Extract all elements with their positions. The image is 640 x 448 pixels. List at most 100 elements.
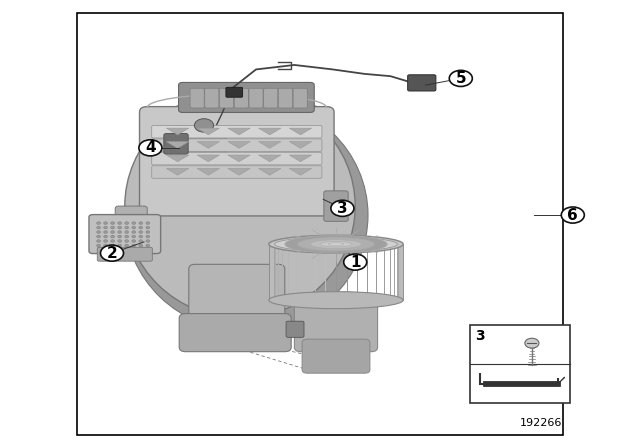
FancyBboxPatch shape — [294, 293, 378, 352]
Ellipse shape — [269, 235, 403, 253]
FancyBboxPatch shape — [324, 191, 348, 221]
Circle shape — [139, 235, 143, 238]
FancyBboxPatch shape — [152, 166, 322, 178]
Polygon shape — [259, 128, 281, 135]
Circle shape — [561, 207, 584, 223]
FancyBboxPatch shape — [179, 314, 291, 352]
Polygon shape — [289, 168, 312, 175]
FancyBboxPatch shape — [205, 88, 219, 108]
Circle shape — [104, 244, 108, 247]
Circle shape — [132, 231, 136, 233]
Circle shape — [104, 222, 108, 224]
Circle shape — [97, 226, 100, 229]
Circle shape — [195, 119, 214, 132]
FancyBboxPatch shape — [234, 88, 248, 108]
FancyBboxPatch shape — [152, 139, 322, 151]
FancyBboxPatch shape — [293, 88, 307, 108]
Circle shape — [125, 235, 129, 238]
Circle shape — [125, 226, 129, 229]
Circle shape — [111, 231, 115, 233]
Polygon shape — [259, 142, 281, 148]
Text: 5: 5 — [456, 71, 466, 86]
Circle shape — [125, 231, 129, 233]
FancyBboxPatch shape — [168, 126, 226, 160]
Text: 2: 2 — [107, 246, 117, 261]
FancyBboxPatch shape — [89, 215, 161, 254]
FancyBboxPatch shape — [278, 88, 292, 108]
Polygon shape — [166, 155, 189, 162]
Circle shape — [118, 222, 122, 224]
Circle shape — [111, 235, 115, 238]
Circle shape — [104, 240, 108, 242]
Ellipse shape — [125, 94, 355, 318]
Polygon shape — [228, 142, 250, 148]
Circle shape — [111, 244, 115, 247]
FancyBboxPatch shape — [140, 107, 334, 216]
Polygon shape — [197, 168, 220, 175]
Circle shape — [132, 222, 136, 224]
FancyBboxPatch shape — [408, 75, 436, 91]
Circle shape — [97, 244, 100, 247]
Text: 3: 3 — [476, 329, 485, 343]
Circle shape — [125, 244, 129, 247]
Polygon shape — [228, 168, 250, 175]
Circle shape — [97, 231, 100, 233]
Circle shape — [146, 231, 150, 233]
Ellipse shape — [163, 94, 330, 148]
Circle shape — [104, 226, 108, 229]
Circle shape — [118, 244, 122, 247]
Circle shape — [97, 240, 100, 242]
Circle shape — [331, 200, 354, 216]
Circle shape — [118, 226, 122, 229]
Circle shape — [111, 226, 115, 229]
Circle shape — [139, 222, 143, 224]
Circle shape — [146, 226, 150, 229]
Circle shape — [139, 140, 162, 156]
FancyBboxPatch shape — [97, 247, 152, 261]
Ellipse shape — [269, 292, 403, 309]
Circle shape — [139, 226, 143, 229]
Polygon shape — [289, 128, 312, 135]
Circle shape — [125, 222, 129, 224]
Circle shape — [118, 231, 122, 233]
FancyBboxPatch shape — [249, 88, 263, 108]
Circle shape — [111, 222, 115, 224]
Circle shape — [132, 226, 136, 229]
Ellipse shape — [275, 237, 397, 251]
Circle shape — [344, 254, 367, 270]
Circle shape — [146, 222, 150, 224]
Polygon shape — [228, 128, 250, 135]
Circle shape — [104, 235, 108, 238]
Circle shape — [146, 240, 150, 242]
Ellipse shape — [125, 99, 368, 332]
Circle shape — [146, 244, 150, 247]
FancyBboxPatch shape — [164, 134, 188, 154]
Circle shape — [100, 245, 124, 261]
Polygon shape — [228, 155, 250, 162]
Bar — [269, 244, 274, 300]
Circle shape — [97, 235, 100, 238]
Circle shape — [118, 240, 122, 242]
Polygon shape — [197, 142, 220, 148]
Text: 4: 4 — [145, 140, 156, 155]
FancyBboxPatch shape — [286, 321, 304, 337]
Polygon shape — [558, 377, 564, 383]
Ellipse shape — [310, 240, 362, 249]
Ellipse shape — [298, 237, 374, 251]
Polygon shape — [197, 155, 220, 162]
Polygon shape — [166, 168, 189, 175]
Bar — [77, 13, 563, 435]
FancyBboxPatch shape — [220, 88, 234, 108]
Circle shape — [118, 235, 122, 238]
Ellipse shape — [285, 235, 387, 253]
Circle shape — [449, 70, 472, 86]
Circle shape — [132, 240, 136, 242]
Circle shape — [525, 338, 539, 348]
Polygon shape — [259, 168, 281, 175]
Circle shape — [111, 240, 115, 242]
Polygon shape — [166, 142, 189, 148]
Circle shape — [125, 240, 129, 242]
FancyBboxPatch shape — [190, 88, 204, 108]
Bar — [470, 325, 570, 403]
Bar — [398, 244, 403, 300]
